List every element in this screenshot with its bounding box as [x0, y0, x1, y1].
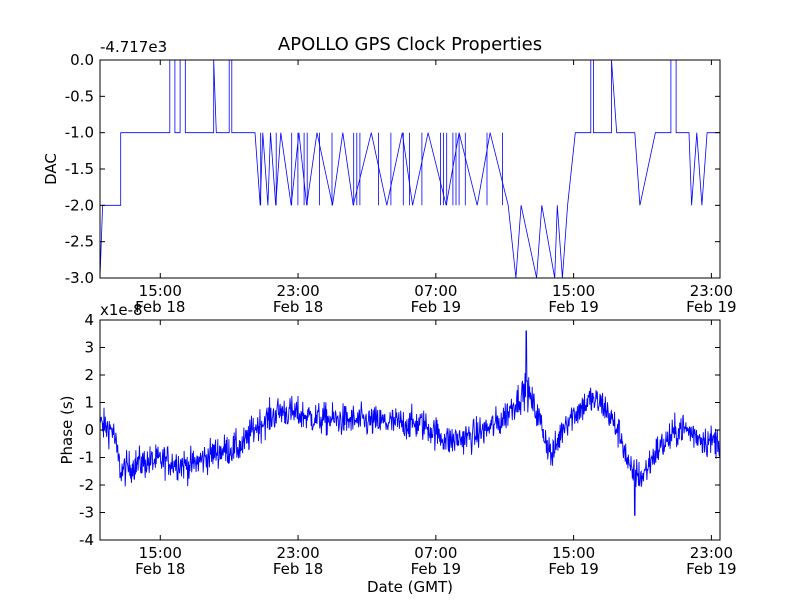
x-tick-date-label: Feb 19: [686, 298, 736, 316]
x-tick-label: 15:00: [552, 282, 595, 300]
x-tick-label: 15:00: [139, 544, 182, 562]
x-tick-label: 23:00: [276, 282, 319, 300]
y-tick-label: -3.0: [65, 269, 94, 287]
chart-title: APOLLO GPS Clock Properties: [278, 34, 542, 55]
y-tick-label: -3: [79, 504, 94, 522]
phase-series-line: [100, 330, 720, 516]
dac-series-toggles: [260, 132, 503, 206]
y-tick-label: -1.5: [65, 160, 94, 178]
y-tick-label: -2.0: [65, 196, 94, 214]
y-tick-label: -1: [79, 449, 94, 467]
y-tick-label: -1.0: [65, 124, 94, 142]
dac-offset-label: -4.717e3: [100, 38, 167, 56]
y-tick-label: 1: [84, 394, 94, 412]
x-tick-label: 15:00: [552, 544, 595, 562]
y-tick-label: 0: [84, 421, 94, 439]
x-tick-date-label: Feb 19: [411, 298, 461, 316]
x-tick-label: 15:00: [139, 282, 182, 300]
y-tick-label: 4: [84, 311, 94, 329]
x-tick-label: 07:00: [414, 544, 457, 562]
x-tick-label: 23:00: [690, 282, 733, 300]
phase-y-axis-label: Phase (s): [58, 395, 76, 464]
y-tick-label: -4: [79, 531, 94, 549]
y-tick-label: -2: [79, 476, 94, 494]
phase-plot-frame: [99, 319, 721, 541]
x-tick-date-label: Feb 19: [411, 560, 461, 578]
x-tick-label: 07:00: [414, 282, 457, 300]
x-tick-date-label: Feb 19: [548, 298, 598, 316]
x-tick-date-label: Feb 18: [135, 298, 185, 316]
y-tick-label: 0.0: [70, 51, 94, 69]
x-tick-date-label: Feb 19: [548, 560, 598, 578]
x-tick-date-label: Feb 19: [686, 560, 736, 578]
x-tick-date-label: Feb 18: [135, 560, 185, 578]
y-tick-label: 2: [84, 366, 94, 384]
y-tick-label: -2.5: [65, 233, 94, 251]
x-tick-label: 23:00: [690, 544, 733, 562]
phase-offset-label: x1e-8: [100, 301, 143, 319]
y-tick-label: 3: [84, 339, 94, 357]
dac-panel: -4.717e3 DAC 0.0 -0.5 -1.0 -1.5 -2.0 -2.5 -3.0…: [42, 38, 737, 316]
dac-y-axis-label: DAC: [42, 153, 60, 185]
x-tick-date-label: Feb 18: [273, 560, 323, 578]
y-tick-label: -0.5: [65, 87, 94, 105]
x-tick-date-label: Feb 18: [273, 298, 323, 316]
x-axis-label: Date (GMT): [367, 578, 453, 596]
x-tick-label: 23:00: [276, 544, 319, 562]
dac-series-line: [100, 60, 720, 278]
dac-plot-frame: [99, 59, 721, 279]
